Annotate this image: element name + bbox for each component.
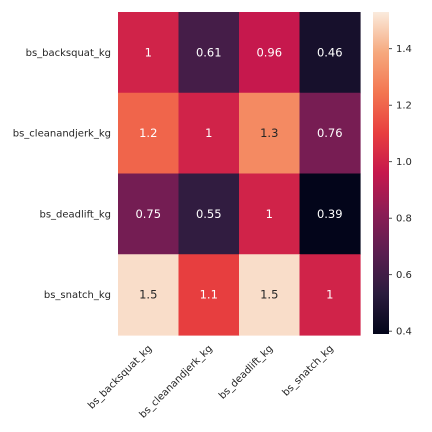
colorbar-tick-label: 0.4 bbox=[396, 327, 412, 338]
cell-value-label: 1.1 bbox=[200, 288, 218, 302]
colorbar-tick-label: 1.0 bbox=[396, 157, 412, 168]
heatmap-cell bbox=[178, 254, 240, 336]
colorbar-tick-label: 1.2 bbox=[396, 101, 412, 112]
heatmap-cell bbox=[118, 254, 180, 336]
heatmap-cell bbox=[239, 12, 301, 94]
heatmap-cell bbox=[118, 12, 180, 94]
cell-value-label: 1.5 bbox=[139, 288, 157, 302]
y-tick-label: bs_cleanandjerk_kg bbox=[13, 129, 111, 140]
colorbar-tick-label: 1.4 bbox=[396, 44, 412, 55]
heatmap-cell bbox=[239, 254, 301, 336]
cell-value-label: 0.96 bbox=[256, 45, 282, 59]
colorbar-tick-label: 0.6 bbox=[396, 270, 412, 281]
cell-value-label: 0.75 bbox=[135, 207, 161, 221]
cell-value-label: 0.55 bbox=[196, 207, 222, 221]
cell-value-label: 1 bbox=[145, 45, 152, 59]
cell-value-label: 0.76 bbox=[317, 126, 343, 140]
cell-value-label: 1.2 bbox=[139, 126, 157, 140]
heatmap-cell bbox=[299, 92, 361, 175]
cell-value-label: 1 bbox=[266, 207, 273, 221]
cell-value-label: 1 bbox=[205, 126, 212, 140]
y-tick-label: bs_snatch_kg bbox=[44, 290, 111, 301]
heatmap-cell bbox=[239, 173, 301, 255]
cell-value-label: 1.3 bbox=[260, 126, 278, 140]
x-tick-label: bs_deadlift_kg bbox=[217, 343, 275, 401]
heatmap-cell bbox=[299, 173, 361, 255]
heatmap-cell bbox=[299, 12, 361, 94]
cell-value-label: 1.5 bbox=[260, 288, 278, 302]
colorbar bbox=[373, 12, 389, 334]
colorbar-tick-label: 0.8 bbox=[396, 214, 412, 225]
heatmap-cell bbox=[178, 12, 240, 94]
x-tick-label: bs_backsquat_kg bbox=[86, 343, 154, 411]
heatmap-cell bbox=[118, 92, 180, 175]
heatmap-cell bbox=[239, 92, 301, 175]
cell-value-label: 0.61 bbox=[196, 45, 222, 59]
heatmap-cell bbox=[299, 254, 361, 336]
x-tick-label: bs_snatch_kg bbox=[281, 343, 336, 398]
y-tick-label: bs_backsquat_kg bbox=[26, 48, 111, 59]
cell-value-label: 1 bbox=[326, 288, 333, 302]
heatmap-cell bbox=[178, 92, 240, 175]
y-tick-label: bs_deadlift_kg bbox=[40, 209, 112, 220]
heatmap-cell bbox=[118, 173, 180, 255]
cell-value-label: 0.39 bbox=[317, 207, 343, 221]
cell-value-label: 0.46 bbox=[317, 45, 343, 59]
heatmap-cell bbox=[178, 173, 240, 255]
